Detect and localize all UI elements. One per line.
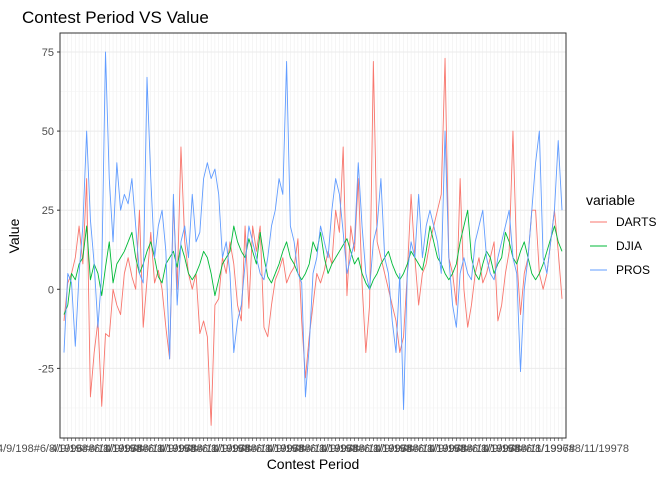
- x-tick-label: 4/9/198#6/8/1996#8/11/19978: [429, 443, 575, 455]
- x-tick-label: 4/9/198#6/8/1996#8/11/19978: [375, 443, 521, 455]
- legend-label-pros: PROS: [616, 263, 650, 277]
- y-tick-label: 50: [42, 126, 54, 138]
- x-tick-label: 4/9/198#6/8/1996#8/11/19978: [0, 443, 143, 455]
- x-tick-label: 4/9/198#6/8/1996#8/11/19978: [267, 443, 413, 455]
- x-tick-label: 4/9/198#6/8/1996#8/11/19978: [51, 443, 197, 455]
- legend-label-darts: DARTS: [616, 215, 656, 229]
- y-axis-title: Value: [6, 218, 22, 253]
- series-line-darts: [63, 57, 563, 426]
- x-tick-label: 4/9/198#6/8/1996#8/11/19978: [213, 443, 359, 455]
- y-axis: -25 0 25 50 75: [38, 47, 60, 375]
- y-tick-label: 0: [48, 284, 54, 296]
- x-tick-label: 4/9/198#6/8/1996#8/11/19978: [483, 443, 629, 455]
- y-tick-label: -25: [38, 363, 54, 375]
- chart-title: Contest Period VS Value: [22, 8, 209, 27]
- x-tick-label: 4/9/198#6/8/1996#8/11/19978: [321, 443, 467, 455]
- x-axis: 4/9/198#6/8/1996#8/11/199784/9/198#6/8/1…: [0, 438, 629, 455]
- legend-label-djia: DJIA: [616, 239, 642, 253]
- series-line-pros: [63, 51, 563, 410]
- series-lines: [63, 51, 563, 426]
- legend-title: variable: [586, 192, 635, 208]
- y-tick-label: 25: [42, 205, 54, 217]
- legend: variable DARTS DJIA PROS: [586, 192, 656, 277]
- y-tick-label: 75: [42, 47, 54, 59]
- grid-lines: [60, 33, 566, 438]
- x-axis-title: Contest Period: [267, 456, 360, 472]
- x-tick-label: 4/9/198#6/8/1996#8/11/19978: [105, 443, 251, 455]
- x-tick-label: 4/9/198#6/8/1996#8/11/19978: [159, 443, 305, 455]
- series-line-djia: [63, 209, 563, 315]
